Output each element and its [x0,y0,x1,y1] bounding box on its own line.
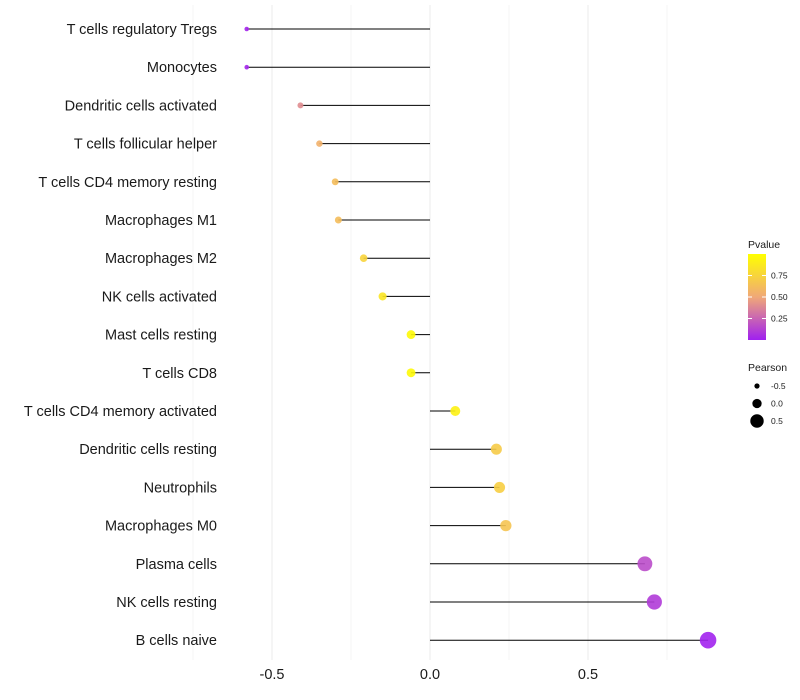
pvalue-tick-label: 0.50 [771,292,788,302]
category-label: NK cells resting [116,595,217,611]
point-mast-cells-resting [406,330,416,340]
pvalue-tick-label: 0.75 [771,271,788,281]
pvalue-legend: Pvalue 0.75 0.50 0.25 [748,239,788,340]
point-t-cells-follicular-helper [316,140,323,147]
category-label: T cells follicular helper [74,137,217,153]
pvalue-tick-label: 0.25 [771,314,788,324]
x-tick-label: -0.5 [260,667,285,683]
x-tick-label: 0.5 [578,667,598,683]
point-macrophages-m1 [334,216,342,224]
category-labels: T cells regulatory Tregs Monocytes Dendrit… [24,22,217,649]
category-label: Macrophages M0 [105,519,217,535]
category-label: Neutrophils [144,480,217,496]
category-label: NK cells activated [102,289,217,305]
point-macrophages-m0 [500,519,512,532]
point-neutrophils [493,481,506,493]
category-label: T cells CD4 memory resting [38,175,217,191]
category-label: Mast cells resting [105,328,217,344]
pvalue-legend-title: Pvalue [748,239,780,251]
point-t-cells-cd8 [406,368,416,378]
pearson-size-key [752,398,762,409]
category-label: Plasma cells [136,557,217,573]
pearson-size-key [754,383,760,389]
category-label: Monocytes [147,60,217,76]
point-nk-cells-activated [378,292,387,301]
category-label: Macrophages M1 [105,213,217,229]
point-t-cells-cd4-memory-activated [450,406,461,416]
point-b-cells-naive [699,631,717,649]
lollipop-stems [246,28,709,641]
point-monocytes [244,64,250,70]
category-label: Macrophages M2 [105,251,217,267]
x-tick-label: 0.0 [420,667,440,683]
lollipop-points [244,26,717,649]
point-t-cells-regulatory-tregs [244,26,250,32]
category-label: Dendritic cells activated [65,98,217,114]
category-label: T cells regulatory Tregs [67,22,217,38]
point-nk-cells-resting [646,594,662,610]
pearson-size-label: 0.5 [771,416,783,426]
category-label: Dendritic cells resting [79,442,217,458]
point-t-cells-cd4-memory-resting [331,178,339,186]
point-dendritic-cells-activated [297,102,304,109]
category-label: T cells CD4 memory activated [24,404,217,420]
pvalue-colorbar [748,254,766,340]
pearson-legend-title: Pearson [748,362,787,374]
category-label: B cells naive [136,633,217,649]
pearson-size-key [750,414,764,428]
grid-lines [192,5,668,660]
pearson-legend: Pearson -0.5 0.0 0.5 [748,362,787,428]
pearson-size-label: -0.5 [771,381,786,391]
pearson-size-label: 0.0 [771,399,783,409]
category-label: T cells CD8 [142,366,217,382]
x-axis-ticks: -0.5 0.0 0.5 [260,667,599,683]
point-macrophages-m2 [359,254,368,262]
point-plasma-cells [637,556,653,572]
point-dendritic-cells-resting [490,443,502,455]
